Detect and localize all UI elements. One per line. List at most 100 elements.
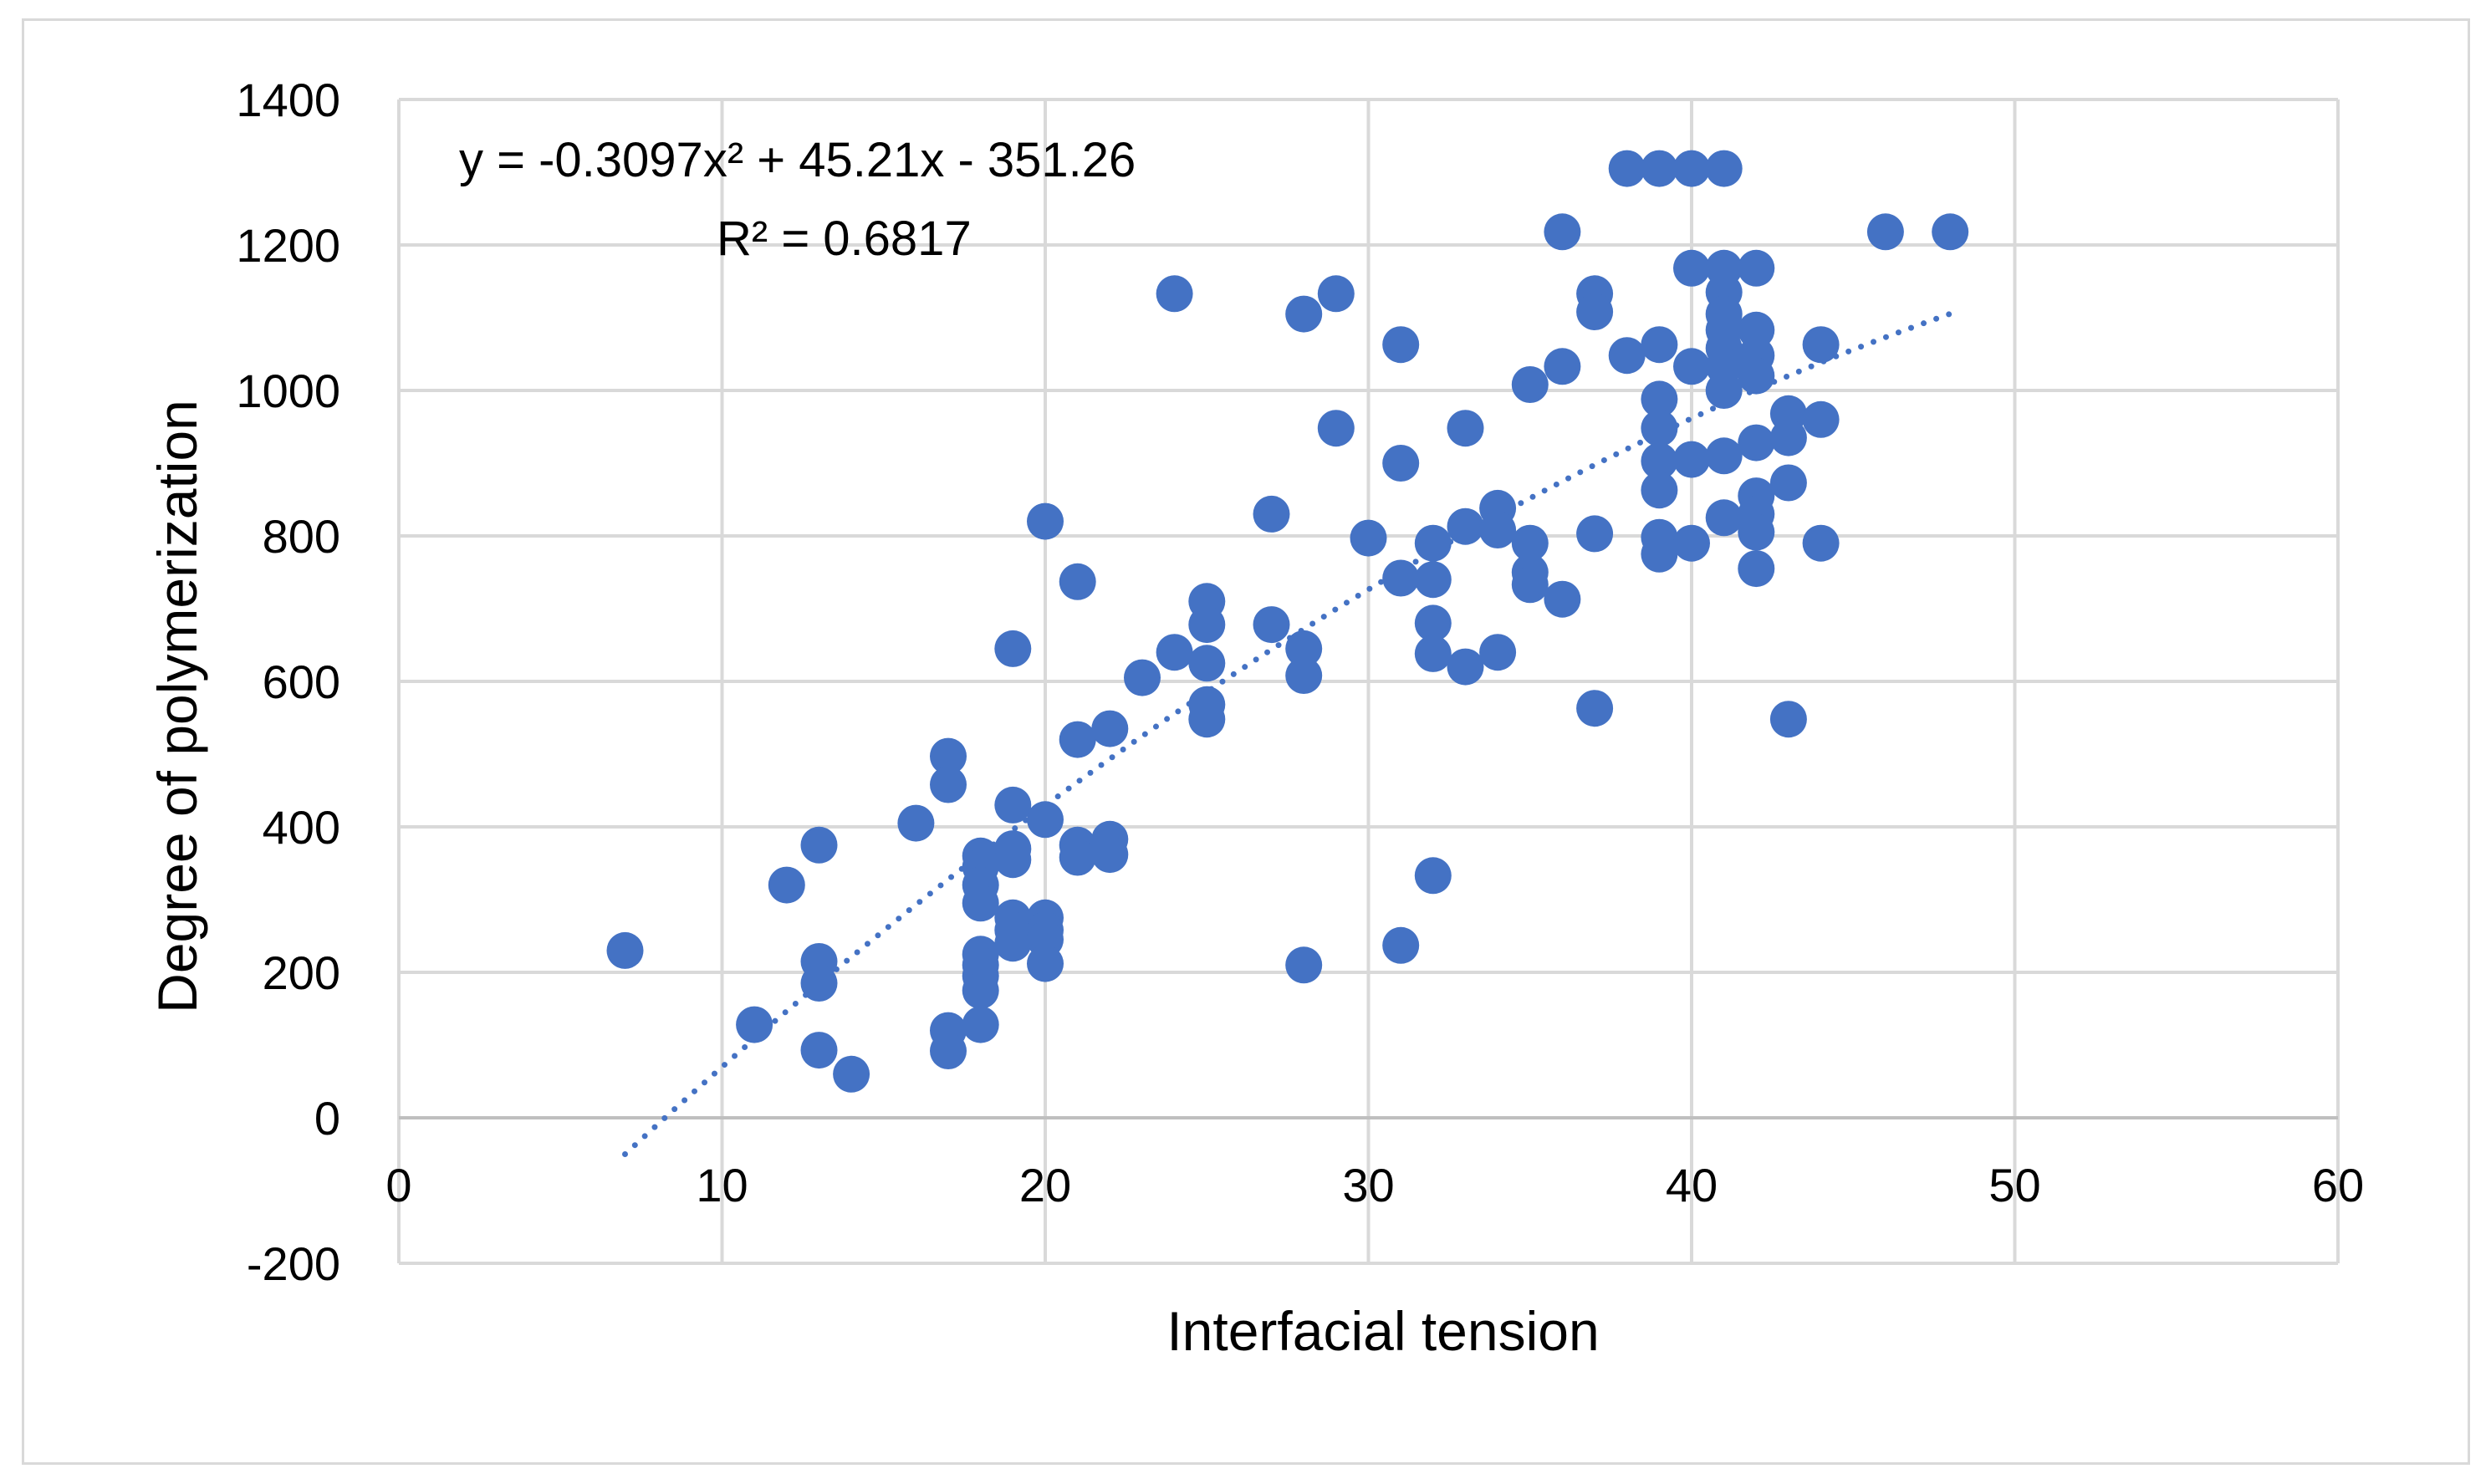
data-point: [1576, 515, 1614, 553]
data-point: [1641, 326, 1678, 364]
data-point: [800, 1032, 838, 1069]
data-point: [1608, 150, 1646, 187]
data-point: [833, 1055, 870, 1093]
y-tick-label: 1200: [236, 219, 340, 272]
data-point: [1059, 839, 1096, 876]
data-point: [1027, 801, 1064, 839]
x-tick-label: 0: [385, 1159, 411, 1211]
data-point: [930, 737, 967, 775]
data-point: [606, 931, 644, 969]
data-point: [1705, 499, 1743, 537]
data-point: [1479, 634, 1517, 671]
data-point: [962, 1006, 999, 1043]
trendline-path: [622, 310, 1953, 1157]
data-point: [1511, 366, 1549, 403]
data-point: [1738, 513, 1775, 551]
data-point: [1350, 519, 1387, 557]
data-point: [1414, 524, 1452, 562]
data-point: [1576, 690, 1614, 727]
data-point: [1414, 857, 1452, 895]
data-point: [1124, 659, 1161, 696]
data-point: [962, 971, 999, 1009]
data-point: [1382, 926, 1420, 964]
data-point: [1769, 464, 1807, 502]
data-point: [1641, 442, 1678, 480]
data-point: [897, 804, 935, 842]
y-tick-label: -200: [247, 1237, 340, 1290]
data-point: [1576, 293, 1614, 330]
data-point: [1705, 372, 1743, 409]
data-point: [1673, 249, 1710, 287]
data-point: [800, 965, 838, 1002]
data-point: [1641, 472, 1678, 509]
data-point: [1285, 295, 1323, 333]
x-tick-label: 40: [1666, 1159, 1718, 1211]
x-tick-label: 50: [1988, 1159, 2040, 1211]
y-tick-label: 1000: [236, 365, 340, 417]
x-axis-title: Interfacial tension: [1166, 1300, 1599, 1362]
data-point: [1738, 249, 1775, 287]
data-point: [1188, 645, 1226, 682]
data-point: [1253, 606, 1290, 644]
data-point: [1769, 701, 1807, 738]
x-tick-label: 30: [1342, 1159, 1394, 1211]
data-point: [962, 885, 999, 922]
data-point: [768, 866, 805, 904]
data-point: [1156, 275, 1193, 313]
y-tick-label: 800: [263, 510, 340, 563]
data-point: [1188, 701, 1226, 738]
chart-frame: 0 10 20 30 40 50 60 -200 0 200 400 600 800 1000 1200 1…: [22, 18, 2470, 1465]
data-point: [1673, 524, 1710, 562]
data-point: [1738, 311, 1775, 349]
data-point: [1802, 400, 1840, 438]
data-point: [1382, 559, 1420, 597]
data-point: [1447, 648, 1484, 686]
data-point: [1027, 502, 1064, 540]
data-point: [1059, 721, 1096, 758]
trendline: [622, 310, 1953, 1157]
data-point: [1091, 836, 1129, 874]
data-point: [1511, 524, 1549, 562]
data-point: [1866, 213, 1904, 251]
data-point: [930, 766, 967, 803]
data-point: [800, 826, 838, 864]
y-tick-label: 200: [263, 946, 340, 999]
data-point: [994, 630, 1032, 667]
data-point: [1253, 495, 1290, 533]
data-point: [1544, 348, 1581, 385]
x-tick-label: 20: [1019, 1159, 1071, 1211]
data-point: [1673, 441, 1710, 478]
x-tick-label: 10: [696, 1159, 748, 1211]
data-point: [1317, 410, 1355, 447]
data-point: [1641, 535, 1678, 573]
x-tick-label: 60: [2312, 1159, 2364, 1211]
y-tick-label: 400: [263, 801, 340, 854]
y-tick-labels: -200 0 200 400 600 800 1000 1200 1400: [236, 74, 340, 1290]
data-point: [1091, 710, 1129, 747]
data-point: [1447, 410, 1484, 447]
data-point: [1738, 550, 1775, 588]
y-tick-label: 1400: [236, 74, 340, 126]
x-tick-labels: 0 10 20 30 40 50 60: [385, 1159, 2364, 1211]
data-point: [1769, 419, 1807, 456]
data-point: [1738, 424, 1775, 462]
data-point: [1705, 150, 1743, 187]
data-point: [736, 1006, 773, 1043]
trendline-r-squared: R² = 0.6817: [717, 212, 972, 266]
data-point: [1285, 946, 1323, 984]
data-point: [1705, 437, 1743, 475]
scatter-chart: 0 10 20 30 40 50 60 -200 0 200 400 600 800 1000 1200 1…: [146, 74, 2364, 1362]
data-point: [1414, 604, 1452, 642]
data-point: [1414, 635, 1452, 672]
y-axis-title: Degree of polymerization: [146, 400, 208, 1013]
data-point: [1641, 410, 1678, 447]
data-point: [1382, 326, 1420, 364]
data-point: [1511, 566, 1549, 604]
trendline-equation: y = -0.3097x² + 45.21x - 351.26: [459, 133, 1136, 187]
data-point: [1285, 630, 1323, 667]
data-point: [1641, 150, 1678, 187]
data-point: [1479, 512, 1517, 548]
data-point: [1802, 524, 1840, 562]
data-point: [1027, 945, 1064, 982]
data-point: [1317, 275, 1355, 313]
